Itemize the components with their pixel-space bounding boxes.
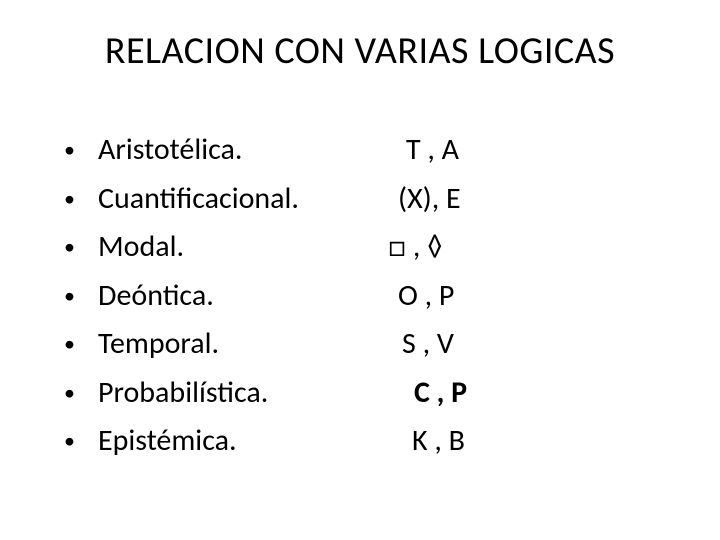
bullet-icon: • [60, 184, 98, 214]
list-row: •Temporal.S , V [60, 324, 660, 365]
list-row: •Cuantificacional.(X), E [60, 179, 660, 220]
row-symbol: □ , ◊ [378, 227, 660, 268]
list-row: •Probabilística.C , P [60, 373, 660, 414]
row-symbol: C , P [378, 373, 660, 414]
row-symbol: (X), E [378, 179, 660, 220]
list-row: •Epistémica.K , B [60, 421, 660, 462]
row-symbol: S , V [378, 324, 660, 365]
row-symbol: K , B [378, 421, 660, 462]
list-row: •Aristotélica.T , A [60, 130, 660, 171]
row-label: Aristotélica. [98, 130, 378, 171]
row-label: Modal. [98, 227, 378, 268]
row-label: Deóntica. [98, 276, 378, 317]
row-symbol: T , A [378, 130, 660, 171]
row-symbol: O , P [378, 276, 660, 317]
slide-title: RELACION CON VARIAS LOGICAS [0, 28, 720, 74]
content-list: •Aristotélica.T , A•Cuantificacional.(X)… [60, 130, 660, 470]
row-label: Temporal. [98, 324, 378, 365]
bullet-icon: • [60, 329, 98, 359]
row-label: Cuantificacional. [98, 179, 378, 220]
slide: RELACION CON VARIAS LOGICAS •Aristotélic… [0, 0, 720, 540]
bullet-icon: • [60, 281, 98, 311]
row-label: Probabilística. [98, 373, 378, 414]
bullet-icon: • [60, 232, 98, 262]
row-label: Epistémica. [98, 421, 378, 462]
bullet-icon: • [60, 378, 98, 408]
list-row: •Deóntica.O , P [60, 276, 660, 317]
bullet-icon: • [60, 135, 98, 165]
list-row: •Modal.□ , ◊ [60, 227, 660, 268]
bullet-icon: • [60, 426, 98, 456]
